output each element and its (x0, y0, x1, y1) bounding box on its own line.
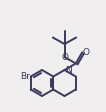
Text: Br: Br (20, 72, 30, 81)
Text: O: O (83, 48, 90, 57)
Text: N: N (65, 66, 72, 75)
Text: O: O (61, 53, 68, 62)
